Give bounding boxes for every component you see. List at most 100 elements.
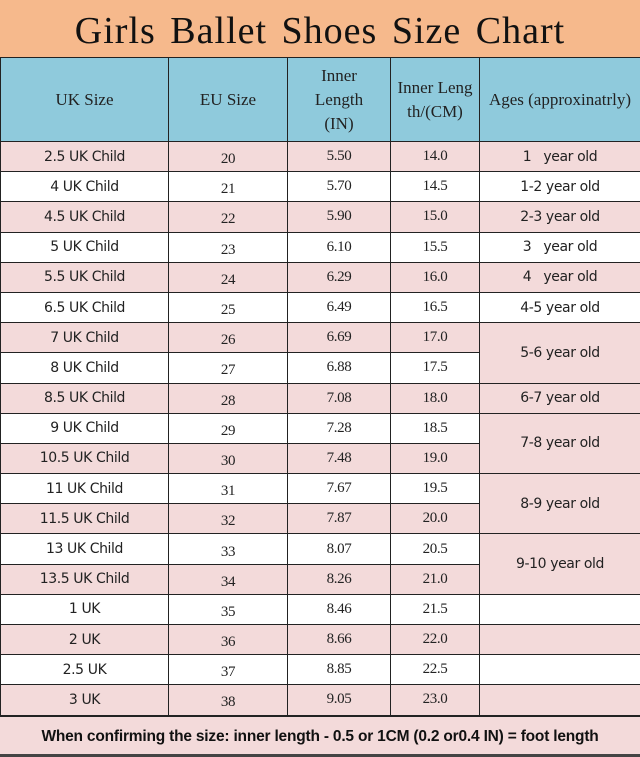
inner-length-cm-cell: 20.5 (391, 534, 480, 564)
uk-size-cell: 13 UK Child (1, 534, 169, 564)
age-cell (480, 655, 640, 685)
header-inner-length-in: Inner Length (IN) (288, 58, 391, 142)
inner-length-in-cell: 6.88 (288, 353, 391, 383)
inner-length-in-cell: 7.48 (288, 443, 391, 473)
age-cell: 6-7 year old (480, 383, 640, 413)
inner-length-cm-cell: 19.5 (391, 474, 480, 504)
footer-note: When confirming the size: inner length -… (0, 716, 640, 757)
inner-length-in-cell: 6.29 (288, 262, 391, 292)
size-table: UK Size EU Size Inner Length (IN) Inner … (0, 57, 640, 716)
eu-size-cell: 38 (169, 685, 288, 715)
age-cell: 9-10 year old (480, 534, 640, 594)
age-cell: 7-8 year old (480, 413, 640, 473)
inner-length-cm-cell: 22.0 (391, 625, 480, 655)
inner-length-cm-cell: 22.5 (391, 655, 480, 685)
inner-length-cm-cell: 23.0 (391, 685, 480, 715)
inner-length-cm-cell: 21.5 (391, 594, 480, 624)
eu-size-cell: 33 (169, 534, 288, 564)
uk-size-cell: 10.5 UK Child (1, 443, 169, 473)
eu-size-cell: 34 (169, 564, 288, 594)
header-row: UK Size EU Size Inner Length (IN) Inner … (1, 58, 640, 142)
uk-size-cell: 2.5 UK (1, 655, 169, 685)
inner-length-in-cell: 8.26 (288, 564, 391, 594)
uk-size-cell: 13.5 UK Child (1, 564, 169, 594)
header-eu-size: EU Size (169, 58, 288, 142)
eu-size-cell: 24 (169, 262, 288, 292)
inner-length-cm-cell: 14.5 (391, 172, 480, 202)
uk-size-cell: 11.5 UK Child (1, 504, 169, 534)
uk-size-cell: 2.5 UK Child (1, 142, 169, 172)
eu-size-cell: 29 (169, 413, 288, 443)
inner-length-in-cell: 5.90 (288, 202, 391, 232)
eu-size-cell: 36 (169, 625, 288, 655)
inner-length-in-cell: 5.70 (288, 172, 391, 202)
inner-length-in-cell: 7.08 (288, 383, 391, 413)
age-cell (480, 594, 640, 624)
age-cell (480, 685, 640, 715)
inner-length-in-cell: 6.69 (288, 323, 391, 353)
inner-length-in-cell: 7.28 (288, 413, 391, 443)
eu-size-cell: 20 (169, 142, 288, 172)
uk-size-cell: 1 UK (1, 594, 169, 624)
uk-size-cell: 6.5 UK Child (1, 292, 169, 322)
eu-size-cell: 31 (169, 474, 288, 504)
uk-size-cell: 11 UK Child (1, 474, 169, 504)
uk-size-cell: 9 UK Child (1, 413, 169, 443)
inner-length-in-cell: 6.49 (288, 292, 391, 322)
chart-title: Girls Ballet Shoes Size Chart (0, 0, 640, 57)
age-cell: 1-2 year old (480, 172, 640, 202)
uk-size-cell: 8.5 UK Child (1, 383, 169, 413)
uk-size-cell: 3 UK (1, 685, 169, 715)
uk-size-cell: 2 UK (1, 625, 169, 655)
age-cell: 3 year old (480, 232, 640, 262)
age-cell: 8-9 year old (480, 474, 640, 534)
inner-length-cm-cell: 19.0 (391, 443, 480, 473)
age-cell (480, 625, 640, 655)
uk-size-cell: 4.5 UK Child (1, 202, 169, 232)
uk-size-cell: 4 UK Child (1, 172, 169, 202)
inner-length-cm-cell: 21.0 (391, 564, 480, 594)
eu-size-cell: 21 (169, 172, 288, 202)
inner-length-in-cell: 8.46 (288, 594, 391, 624)
inner-length-cm-cell: 14.0 (391, 142, 480, 172)
inner-length-in-cell: 7.67 (288, 474, 391, 504)
eu-size-cell: 22 (169, 202, 288, 232)
age-cell: 5-6 year old (480, 323, 640, 383)
inner-length-cm-cell: 18.0 (391, 383, 480, 413)
eu-size-cell: 25 (169, 292, 288, 322)
inner-length-cm-cell: 17.0 (391, 323, 480, 353)
inner-length-in-cell: 5.50 (288, 142, 391, 172)
uk-size-cell: 5.5 UK Child (1, 262, 169, 292)
inner-length-cm-cell: 16.5 (391, 292, 480, 322)
inner-length-cm-cell: 16.0 (391, 262, 480, 292)
eu-size-cell: 30 (169, 443, 288, 473)
age-cell: 2-3 year old (480, 202, 640, 232)
eu-size-cell: 23 (169, 232, 288, 262)
inner-length-in-cell: 8.85 (288, 655, 391, 685)
eu-size-cell: 28 (169, 383, 288, 413)
age-cell: 4-5 year old (480, 292, 640, 322)
inner-length-cm-cell: 15.0 (391, 202, 480, 232)
inner-length-cm-cell: 15.5 (391, 232, 480, 262)
eu-size-cell: 32 (169, 504, 288, 534)
eu-size-cell: 27 (169, 353, 288, 383)
inner-length-in-cell: 7.87 (288, 504, 391, 534)
inner-length-in-cell: 9.05 (288, 685, 391, 715)
inner-length-in-cell: 8.07 (288, 534, 391, 564)
eu-size-cell: 26 (169, 323, 288, 353)
inner-length-cm-cell: 17.5 (391, 353, 480, 383)
age-cell: 4 year old (480, 262, 640, 292)
inner-length-in-cell: 6.10 (288, 232, 391, 262)
